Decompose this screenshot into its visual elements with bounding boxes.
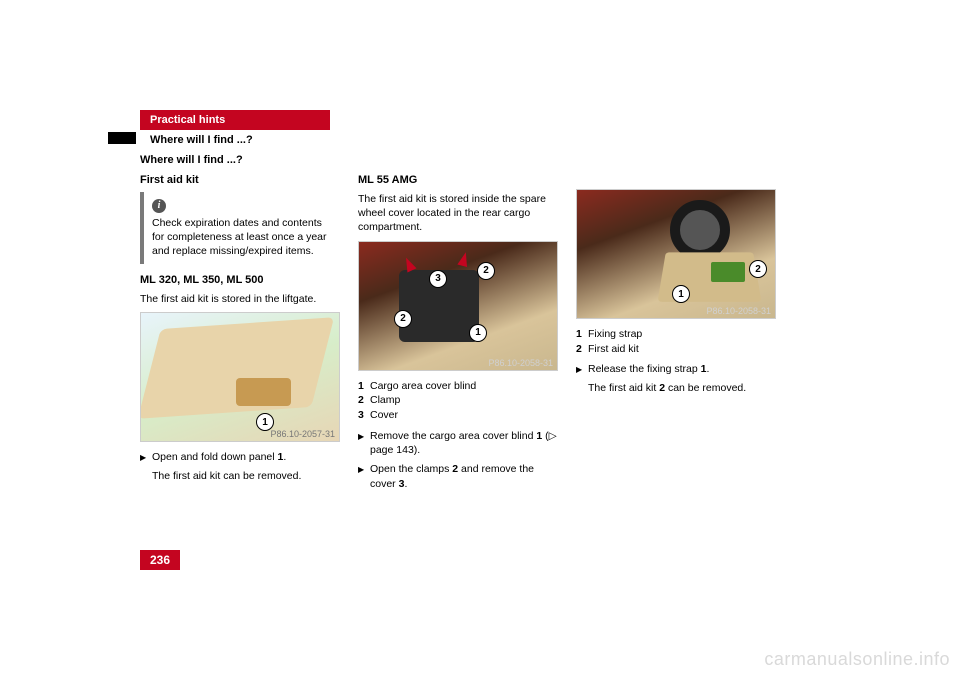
result-text-1: The first aid kit can be removed. — [152, 469, 340, 484]
step-open-clamps: Open the clamps 2 and remove the cover 3… — [358, 462, 558, 491]
subsection-tab: Where will I find ...? — [140, 130, 330, 150]
model-heading-1: ML 320, ML 350, ML 500 — [140, 274, 340, 286]
arrow-icon — [457, 250, 470, 266]
page-number: 236 — [140, 550, 180, 570]
panel-shape — [236, 378, 291, 406]
watermark: carmanualsonline.info — [764, 649, 950, 670]
side-marker — [108, 132, 136, 144]
legend-col2: 1Cargo area cover blind 2Clamp 3Cover — [358, 379, 558, 423]
step-text: . — [404, 478, 407, 490]
page-title: Where will I find ...? — [140, 150, 860, 172]
result-b: can be removed. — [665, 382, 746, 394]
figure-spare-wheel: 1 2 P86.10-2058-31 — [576, 189, 776, 319]
callout-3: 3 — [429, 270, 447, 288]
step-text: Release the fixing strap — [588, 363, 701, 375]
result-a: The first aid kit — [588, 382, 659, 394]
callout-2b: 2 — [477, 262, 495, 280]
step-open-panel: Open and fold down panel 1. — [140, 450, 340, 465]
page-content: Practical hints Where will I find ...? W… — [140, 110, 860, 495]
content-columns: First aid kit i Check expiration dates a… — [140, 174, 860, 495]
step-bullet-icon — [140, 450, 152, 465]
legend-1: Fixing strap — [588, 328, 642, 340]
legend-2: First aid kit — [588, 343, 639, 355]
column-1: First aid kit i Check expiration dates a… — [140, 174, 340, 495]
step-text: Remove the cargo area cover blind — [370, 430, 536, 442]
info-text: Check expiration dates and contents for … — [152, 216, 332, 259]
step-release-strap: Release the fixing strap 1. — [576, 362, 776, 377]
step-text: Open the clamps — [370, 463, 452, 475]
step-end: . — [283, 451, 286, 463]
section-tab: Practical hints — [140, 110, 330, 130]
legend-col3: 1Fixing strap 2First aid kit — [576, 327, 776, 356]
info-icon: i — [152, 199, 166, 213]
step-bullet-icon — [358, 462, 370, 491]
step-text: Open and fold down panel — [152, 451, 278, 463]
callout-1b: 1 — [469, 324, 487, 342]
figure-liftgate: 1 P86.10-2057-31 — [140, 312, 340, 442]
callout-1c: 1 — [672, 285, 690, 303]
intro-text-1: The first aid kit is stored in the liftg… — [140, 292, 340, 306]
step-bullet-icon — [358, 429, 370, 458]
image-ref-2: P86.10-2058-31 — [488, 358, 553, 368]
image-ref-1: P86.10-2057-31 — [270, 429, 335, 439]
legend-3: Cover — [370, 409, 398, 421]
figure-cargo-cover: 2 3 2 1 P86.10-2058-31 — [358, 241, 558, 371]
first-aid-kit-heading: First aid kit — [140, 174, 340, 186]
info-note: i Check expiration dates and contents fo… — [140, 192, 340, 264]
result-text-3: The first aid kit 2 can be removed. — [588, 381, 776, 396]
image-ref-3: P86.10-2058-31 — [706, 306, 771, 316]
legend-2: Clamp — [370, 394, 400, 406]
spare-wheel-shape — [670, 200, 730, 260]
step-bullet-icon — [576, 362, 588, 377]
intro-text-2: The first aid kit is stored inside the s… — [358, 192, 558, 235]
model-heading-2: ML 55 AMG — [358, 174, 558, 186]
firstaid-shape — [711, 262, 745, 282]
step-remove-blind: Remove the cargo area cover blind 1 (▷ p… — [358, 429, 558, 458]
callout-2c: 2 — [749, 260, 767, 278]
column-3: 1 2 P86.10-2058-31 1Fixing strap 2First … — [576, 174, 776, 495]
column-2: ML 55 AMG The first aid kit is stored in… — [358, 174, 558, 495]
step-text: . — [707, 363, 710, 375]
legend-1: Cargo area cover blind — [370, 380, 476, 392]
callout-2a: 2 — [394, 310, 412, 328]
